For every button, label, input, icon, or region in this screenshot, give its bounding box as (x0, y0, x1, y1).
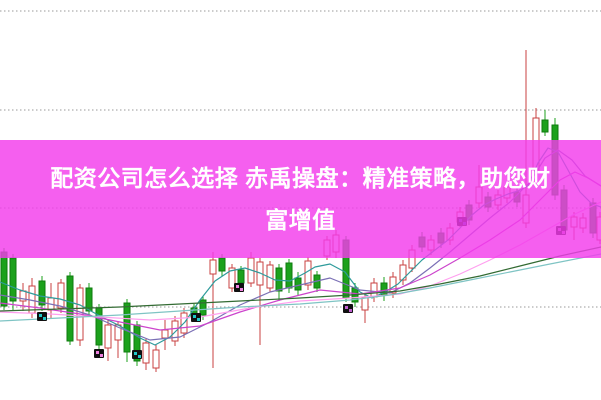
candle-down (95, 307, 103, 346)
event-marker-glyph (138, 355, 141, 358)
candle-down (275, 267, 283, 292)
candle-up (228, 267, 236, 289)
event-marker-glyph (39, 314, 42, 317)
event-marker-glyph (236, 285, 239, 288)
event-marker-glyph (240, 288, 243, 291)
candle-up (152, 349, 160, 369)
event-marker-glyph (349, 309, 352, 312)
ma-light-cyan (0, 253, 601, 322)
event-marker-glyph (134, 352, 137, 355)
candle-up (399, 264, 407, 281)
candle-down (285, 262, 293, 289)
event-marker-glyph (43, 317, 46, 320)
candle-up (370, 282, 378, 298)
candle-up (142, 342, 150, 364)
candle-up (161, 329, 169, 339)
candle-down (541, 119, 549, 133)
candle-down (237, 269, 245, 284)
candle-up (57, 282, 65, 309)
candle-down (9, 257, 17, 302)
candle-down (218, 257, 226, 272)
candle-up (171, 320, 179, 342)
candle-up (209, 259, 217, 275)
event-marker-glyph (345, 306, 348, 309)
ma-dark-green (0, 246, 601, 312)
candle-up (104, 324, 112, 349)
candle-down (38, 280, 46, 306)
candle-down (85, 287, 93, 312)
candle-down (294, 277, 302, 291)
candle-up (361, 297, 369, 311)
candle-down (123, 302, 131, 353)
title-line-2: 富增值 (265, 207, 336, 233)
event-marker-glyph (100, 354, 103, 357)
event-marker-glyph (193, 315, 196, 318)
candle-down (199, 299, 207, 316)
candle-down (0, 251, 8, 307)
title-banner: 配资公司怎么选择 赤禹操盘：精准策略，助您财 富增值 (0, 140, 601, 258)
event-marker-glyph (197, 318, 200, 321)
event-marker-glyph (96, 351, 99, 354)
title-line-1: 配资公司怎么选择 赤禹操盘：精准策略，助您财 (50, 165, 551, 191)
